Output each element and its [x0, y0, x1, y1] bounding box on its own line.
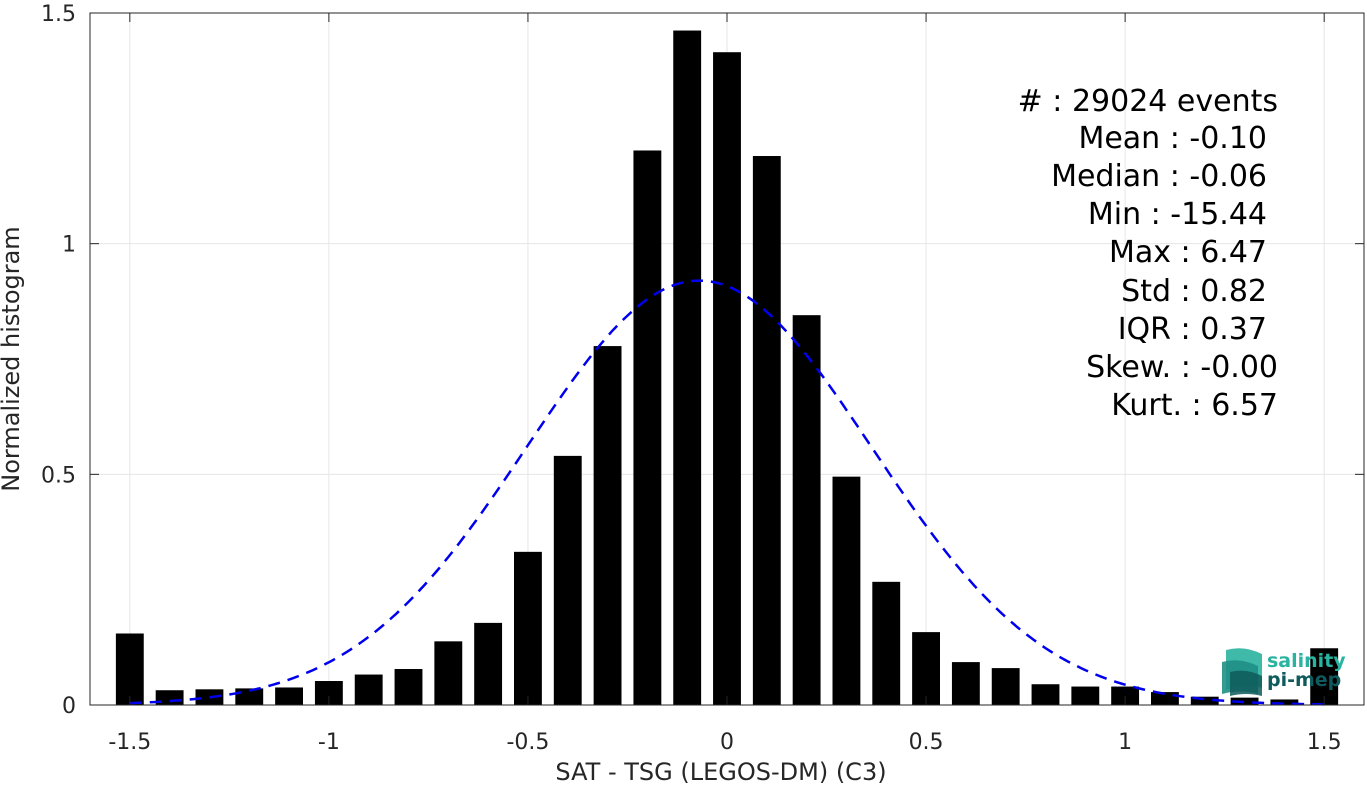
x-tick-label: 0.5: [909, 730, 944, 755]
stat-min: Min : -15.44: [1088, 197, 1267, 232]
histogram-bar: [951, 662, 980, 705]
histogram-bar: [872, 581, 901, 705]
y-tick-label: 0: [62, 694, 76, 719]
histogram-bar: [394, 669, 423, 705]
histogram-bar: [912, 632, 940, 705]
histogram-bar: [1031, 684, 1060, 705]
stat-median: Median : -0.06: [1051, 159, 1267, 194]
histogram-bar: [354, 674, 383, 705]
histogram-bar: [673, 30, 702, 706]
x-tick-label: 0: [720, 730, 734, 755]
histogram-bars: [115, 30, 1339, 706]
logo-text-salinity: salinity: [1267, 650, 1346, 672]
x-axis-label: SAT - TSG (LEGOS-DM) (C3): [555, 758, 886, 785]
x-tick-label: -1.5: [108, 730, 151, 755]
histogram-bar: [1190, 696, 1219, 705]
histogram-bar: [434, 641, 463, 705]
histogram-bar: [1071, 686, 1100, 705]
histogram-bar: [713, 52, 741, 706]
y-tick-label: 0.5: [41, 463, 76, 488]
histogram-bar: [235, 688, 264, 705]
statistics-box: # : 29024 events Mean : -0.10 Median : -…: [1018, 84, 1278, 423]
x-tick-label: 1.5: [1307, 730, 1342, 755]
histogram-bar: [1310, 648, 1339, 705]
histogram-bar: [1270, 699, 1299, 705]
histogram-bar: [792, 315, 821, 705]
x-tick-label: -1: [318, 730, 340, 755]
stat-std: Std : 0.82: [1121, 274, 1267, 309]
stat-mean: Mean : -0.10: [1078, 121, 1267, 156]
histogram-bar: [275, 687, 303, 705]
histogram-bar: [195, 689, 224, 705]
x-axis-tick-labels: -1.5 -1 -0.5 0 0.5 1 1.5: [108, 730, 1341, 755]
x-tick-label: 1: [1118, 730, 1132, 755]
stat-max: Max : 6.47: [1109, 235, 1267, 270]
y-tick-label: 1: [62, 233, 76, 258]
stat-kurt: Kurt. : 6.57: [1111, 388, 1278, 423]
histogram-bar: [1230, 697, 1259, 705]
histogram-bar: [514, 551, 542, 705]
histogram-bar: [474, 622, 503, 705]
histogram-bar: [593, 346, 622, 705]
gaussian-fit-curve: [129, 279, 1325, 706]
stat-skew: Skew. : -0.00: [1086, 350, 1278, 385]
y-axis-label: Normalized histogram: [0, 226, 25, 491]
stat-events: # : 29024 events: [1018, 84, 1278, 119]
histogram-bar: [832, 476, 861, 705]
histogram-bar: [553, 455, 582, 705]
histogram-bar: [752, 156, 781, 706]
salinity-pi-mep-logo: salinity pi-mep: [1222, 648, 1346, 696]
histogram-bar: [1151, 692, 1179, 705]
histogram-bar: [991, 668, 1020, 705]
logo-text-pi-mep: pi-mep: [1267, 669, 1341, 691]
axis-ticks: [90, 12, 1364, 706]
histogram-bar: [633, 150, 662, 705]
histogram-bar: [115, 633, 144, 705]
stat-iqr: IQR : 0.37: [1118, 312, 1267, 347]
y-tick-label: 1.5: [41, 2, 76, 27]
histogram-bar: [1111, 686, 1140, 705]
x-tick-label: -0.5: [506, 730, 549, 755]
logo-icon: [1222, 648, 1262, 696]
y-axis-tick-labels: 0 0.5 1 1.5: [41, 2, 76, 719]
histogram-bar: [314, 681, 343, 705]
